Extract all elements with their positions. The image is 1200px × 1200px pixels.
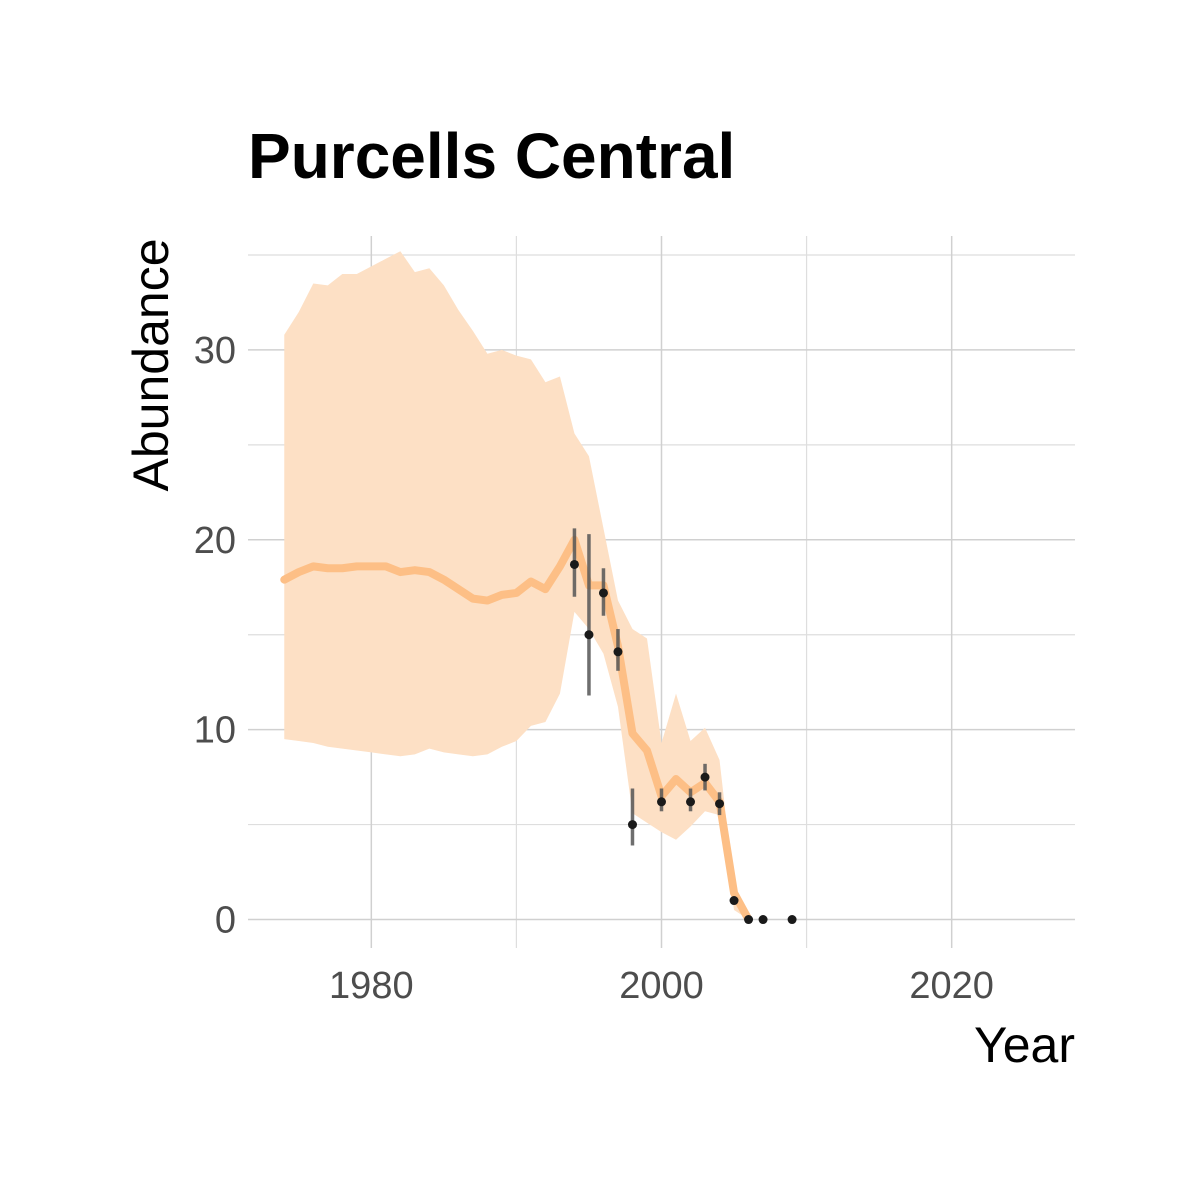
x-axis-title: Year (974, 1017, 1075, 1073)
observation-point (744, 915, 754, 925)
observation-point (700, 772, 710, 782)
y-tick-label: 10 (194, 710, 236, 752)
tick-label-layer: 1980 2000 2020 0 10 20 30 (194, 330, 994, 1007)
y-tick-label: 20 (194, 520, 236, 562)
trend-line-layer (280, 535, 753, 924)
observation-point-layer (569, 559, 797, 925)
observation-point (729, 896, 739, 906)
observation-point (584, 630, 594, 640)
observation-point (598, 588, 608, 598)
y-tick-label: 0 (215, 900, 236, 942)
x-tick-label: 1980 (329, 965, 414, 1007)
confidence-ribbon-layer (284, 251, 749, 920)
observation-point (787, 915, 797, 925)
confidence-ribbon (284, 251, 749, 920)
x-tick-label: 2000 (619, 965, 704, 1007)
observation-point (613, 647, 623, 657)
trend-line (280, 535, 753, 924)
observation-point (657, 797, 666, 807)
observation-point (569, 559, 579, 569)
y-tick-label: 30 (194, 330, 236, 372)
x-tick-label: 2020 (909, 965, 994, 1007)
observation-point (758, 915, 768, 925)
y-axis-title: Abundance (123, 238, 179, 491)
observation-point (627, 820, 637, 830)
observation-point (686, 797, 696, 807)
observation-point (715, 799, 725, 809)
chart-title: Purcells Central (248, 120, 735, 192)
